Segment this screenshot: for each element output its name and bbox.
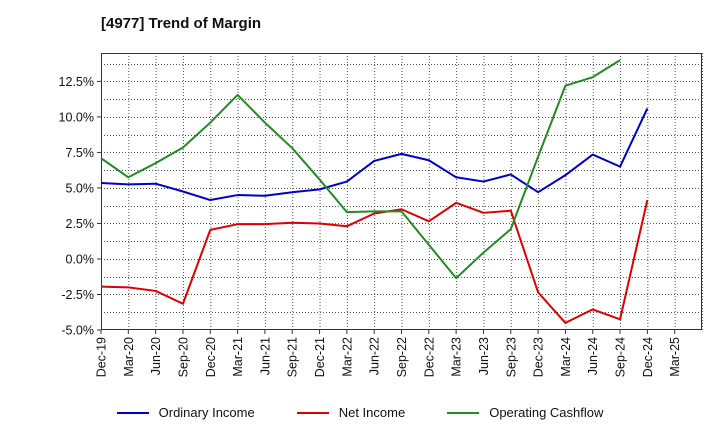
- legend-item-ordinary-income: Ordinary Income: [116, 405, 255, 420]
- x-tick-label: Dec-24: [641, 337, 655, 377]
- x-tick-label: Dec-20: [204, 337, 218, 377]
- series-line-operating-cashflow: [100, 59, 621, 280]
- x-tick-label: Jun-20: [149, 337, 163, 375]
- grid-horizontal: [101, 64, 702, 313]
- x-tick-label: Mar-24: [559, 337, 573, 377]
- x-tick-label: Dec-23: [532, 337, 546, 377]
- legend-item-operating-cashflow: Operating Cashflow: [447, 405, 603, 420]
- x-tick-label: Jun-23: [477, 337, 491, 375]
- legend: Ordinary Income Net Income Operating Cas…: [0, 405, 720, 420]
- y-tick-label: -5.0%: [61, 324, 94, 338]
- x-tick-label: Mar-25: [668, 337, 682, 377]
- x-tick-label: Sep-20: [176, 337, 190, 377]
- x-axis: Dec-19 Mar-20 Jun-20 Sep-20 Dec-20 Mar-21 Jun-…: [95, 330, 682, 377]
- y-tick-label: 5.0%: [66, 181, 95, 195]
- chart-title: [4977] Trend of Margin: [101, 15, 262, 32]
- x-tick-label: Sep-22: [395, 337, 409, 377]
- x-tick-label: Jun-24: [586, 337, 600, 375]
- x-tick-label: Sep-23: [504, 337, 518, 377]
- x-tick-label: Dec-22: [422, 337, 436, 377]
- x-tick-label: Dec-19: [95, 337, 109, 377]
- y-tick-label: 12.5%: [59, 75, 94, 89]
- y-tick-label: 7.5%: [66, 146, 95, 160]
- x-tick-label: Jun-22: [368, 337, 382, 375]
- x-tick-label: Mar-20: [122, 337, 136, 377]
- x-tick-label: Mar-23: [450, 337, 464, 377]
- x-tick-label: Dec-21: [313, 337, 327, 377]
- series-line-net-income: [100, 199, 649, 324]
- legend-swatch-operating-cashflow: [447, 411, 480, 414]
- y-tick-label: 2.5%: [66, 217, 95, 231]
- x-tick-label: Mar-21: [231, 337, 245, 377]
- series-line-ordinary-income: [100, 107, 649, 202]
- legend-swatch-net-income: [296, 411, 329, 414]
- x-tick-label: Sep-24: [614, 337, 628, 377]
- legend-swatch-ordinary-income: [116, 411, 149, 414]
- legend-label-operating-cashflow: Operating Cashflow: [489, 405, 604, 420]
- plot-frame: [101, 53, 702, 330]
- x-tick-label: Sep-21: [286, 337, 300, 377]
- legend-label-net-income: Net Income: [338, 405, 406, 420]
- legend-item-net-income: Net Income: [296, 405, 406, 420]
- y-tick-label: -2.5%: [61, 288, 94, 302]
- y-tick-label: 10.0%: [59, 110, 94, 124]
- legend-label-ordinary-income: Ordinary Income: [158, 405, 255, 420]
- y-tick-label: 0.0%: [66, 252, 95, 266]
- x-tick-label: Mar-22: [340, 337, 354, 377]
- x-tick-label: Jun-21: [258, 337, 272, 375]
- y-axis: -5.0% -2.5% 0.0% 2.5% 5.0% 7.5% 10.0% 12.5%: [59, 75, 101, 338]
